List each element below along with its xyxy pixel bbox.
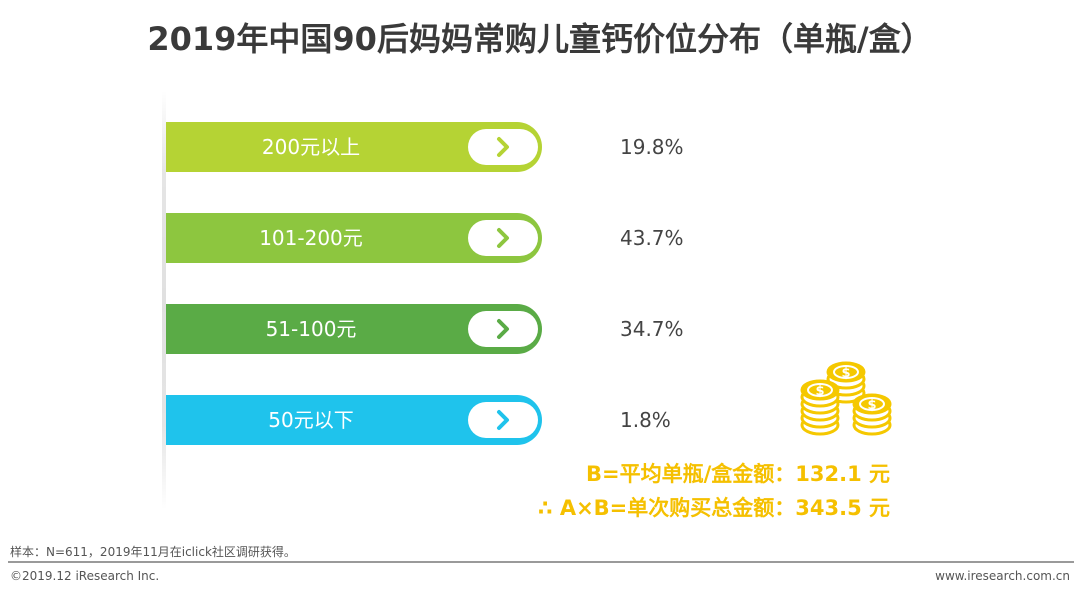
average-spend-note: ∴ A×B=单次购买总金额：343.5 元 (537, 496, 890, 520)
bar: 50元以下 (166, 395, 542, 445)
bar-row: 200元以上 (166, 122, 544, 172)
axis-shadow (162, 90, 166, 510)
value-label: 1.8% (620, 408, 671, 432)
category-label: 200元以上 (261, 135, 361, 159)
chevron-right-icon (468, 402, 538, 438)
coins-stack-icon: $ $ $ (800, 361, 892, 436)
copyright-text: ©2019.12 iResearch Inc. (10, 569, 160, 583)
chevron-right-icon (468, 311, 538, 347)
chart-title: 2019年中国90后妈妈常购儿童钙价位分布（单瓶/盒） (147, 20, 933, 58)
svg-text:$: $ (867, 398, 876, 413)
footer-divider (8, 561, 1074, 563)
average-price-note: B=平均单瓶/盒金额：132.1 元 (585, 462, 890, 486)
svg-text:$: $ (815, 384, 824, 399)
bar: 101-200元 (166, 213, 542, 263)
bar: 51-100元 (166, 304, 542, 354)
bar-row: 51-100元 (166, 304, 544, 354)
value-label: 43.7% (620, 226, 684, 250)
chevron-right-icon (468, 220, 538, 256)
bar-row: 101-200元 (166, 213, 544, 263)
chevron-right-icon (468, 129, 538, 165)
value-label: 19.8% (620, 135, 684, 159)
svg-text:$: $ (841, 366, 850, 381)
value-label: 34.7% (620, 317, 684, 341)
sample-note: 样本：N=611，2019年11月在iclick社区调研获得。 (10, 545, 296, 559)
category-label: 51-100元 (265, 317, 357, 341)
bar-row: 50元以下 (166, 395, 544, 445)
bar: 200元以上 (166, 122, 542, 172)
category-label: 50元以下 (268, 408, 354, 432)
category-label: 101-200元 (259, 226, 363, 250)
website-text: www.iresearch.com.cn (935, 569, 1070, 583)
